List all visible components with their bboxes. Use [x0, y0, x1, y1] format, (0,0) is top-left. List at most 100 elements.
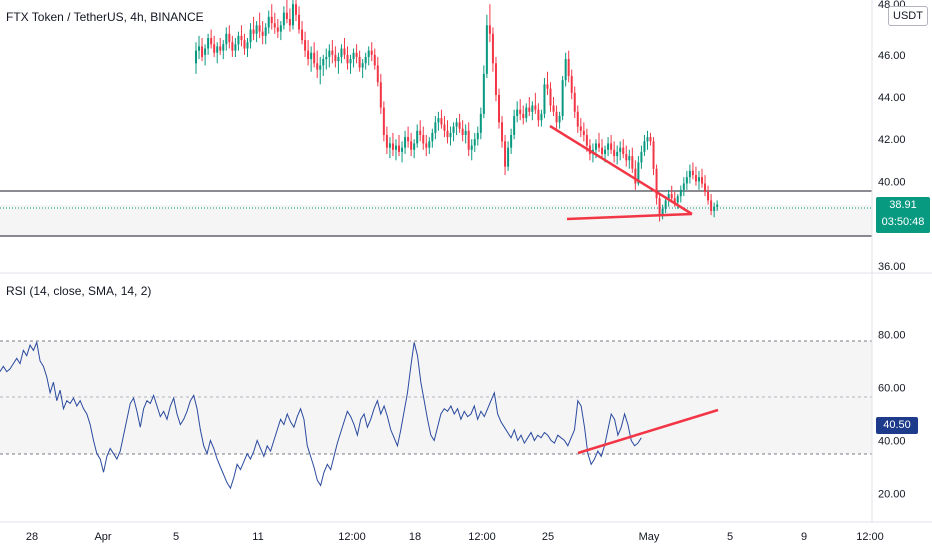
triangle-lower-trendline[interactable] — [566, 212, 693, 221]
rsi-line — [0, 340, 642, 490]
candle — [640, 145, 643, 169]
candle — [652, 137, 655, 176]
candle — [479, 107, 482, 140]
rsi-scale[interactable]: 20.00 40.00 60.00 80.00 — [878, 329, 906, 500]
candle — [510, 128, 513, 154]
candle — [210, 29, 213, 49]
candle — [531, 101, 534, 121]
candle — [552, 97, 555, 117]
rsi-tick-label: 40.00 — [878, 435, 906, 447]
candle — [346, 46, 349, 70]
candle — [364, 52, 367, 70]
candle — [528, 97, 531, 117]
candle — [616, 145, 619, 165]
rsi-tick-label: 20.00 — [878, 488, 906, 500]
time-tick-label: Apr — [94, 531, 111, 543]
candle — [464, 124, 467, 144]
candle — [352, 48, 355, 68]
candle — [419, 120, 422, 142]
price-tick-label: 44.00 — [878, 92, 906, 104]
candle — [449, 126, 452, 146]
candle — [643, 135, 646, 157]
candle — [355, 44, 358, 64]
candle — [340, 44, 343, 64]
candle — [231, 35, 234, 57]
candle — [704, 175, 707, 197]
candle — [288, 8, 291, 32]
candle — [394, 139, 397, 161]
candle — [401, 141, 404, 163]
candle — [504, 135, 507, 176]
candle — [549, 82, 552, 112]
time-axis[interactable]: 28 Apr 5 11 12:00 18 12:00 25 May 5 9 12:00 — [26, 531, 884, 543]
time-tick-label: 12:00 — [338, 531, 366, 543]
candle — [410, 132, 413, 157]
candle — [516, 101, 519, 123]
candle — [458, 113, 461, 133]
rsi-trendline[interactable] — [577, 408, 719, 455]
candle — [216, 42, 219, 64]
time-tick-label: 5 — [173, 531, 179, 543]
candle — [685, 170, 688, 190]
candle — [519, 99, 522, 121]
candle — [461, 120, 464, 142]
candle — [707, 185, 710, 205]
candle — [319, 56, 322, 85]
candle — [543, 78, 546, 119]
candle — [307, 40, 310, 66]
candle — [634, 160, 637, 190]
candle — [255, 21, 258, 43]
candle — [407, 126, 410, 148]
candle — [252, 16, 255, 41]
candle — [485, 14, 488, 79]
last-price-badge: 38.91 03:50:48 — [876, 197, 930, 233]
candle — [561, 75, 564, 121]
price-tick-label-partial: 48.00 — [878, 0, 906, 11]
candle — [376, 56, 379, 87]
candle — [679, 185, 682, 203]
candle — [316, 50, 319, 79]
candle — [610, 135, 613, 154]
candle — [204, 44, 207, 66]
candle — [240, 25, 243, 47]
candle — [494, 56, 497, 102]
price-scale[interactable]: 36.00 40.00 42.00 44.00 46.00 48.00 — [878, 0, 906, 273]
candle — [597, 132, 600, 152]
rsi-tick-label: 80.00 — [878, 329, 906, 341]
candle — [579, 118, 582, 138]
time-tick-label: 18 — [409, 531, 421, 543]
candle — [576, 105, 579, 133]
candle — [476, 126, 479, 146]
currency-unit-badge[interactable]: USDT — [888, 6, 928, 26]
candle — [328, 44, 331, 68]
price-tick-label: 36.00 — [878, 261, 906, 273]
candle — [455, 118, 458, 135]
triangle-upper-trendline[interactable] — [549, 124, 693, 216]
candle — [688, 164, 691, 184]
candle — [228, 25, 231, 49]
candle — [482, 65, 485, 119]
candle — [388, 137, 391, 159]
candle — [646, 130, 649, 150]
candle — [452, 122, 455, 142]
candle — [607, 137, 610, 157]
candle — [682, 177, 685, 197]
candle — [264, 23, 267, 45]
candle — [440, 109, 443, 129]
candle — [373, 48, 376, 70]
candle — [658, 194, 661, 222]
candle — [501, 116, 504, 148]
candle — [570, 69, 573, 100]
candle — [304, 31, 307, 57]
price-pane[interactable] — [0, 0, 872, 237]
candle — [243, 33, 246, 55]
candle — [558, 111, 561, 129]
candle — [267, 10, 270, 34]
candle — [443, 116, 446, 138]
candle — [334, 46, 337, 68]
rsi-pane[interactable] — [0, 340, 872, 490]
time-tick-label: 25 — [542, 531, 554, 543]
candle — [382, 101, 385, 142]
